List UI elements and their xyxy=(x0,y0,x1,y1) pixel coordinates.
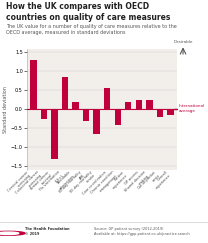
Text: Colorectal cancer
screening: Colorectal cancer screening xyxy=(15,170,43,198)
Bar xyxy=(62,77,68,109)
Text: The Health Foundation
© 2019: The Health Foundation © 2019 xyxy=(25,227,69,236)
Text: Avoidable
admissions: Avoidable admissions xyxy=(55,170,75,190)
Bar xyxy=(104,88,110,109)
Text: International
average: International average xyxy=(179,104,205,113)
Text: How the UK compares with OECD
countries on quality of care measures: How the UK compares with OECD countries … xyxy=(6,2,171,22)
Circle shape xyxy=(0,232,19,234)
Text: Flu vaccination
(65+): Flu vaccination (65+) xyxy=(39,170,64,195)
Text: GP access: GP access xyxy=(124,170,139,186)
Text: Breast cancer
survival: Breast cancer survival xyxy=(30,170,54,193)
Bar xyxy=(30,60,37,109)
Text: Source: GP patient survey (2012-2019)
Available at: https://gpp.patient.co.uk/pr: Source: GP patient survey (2012-2019) Av… xyxy=(94,227,189,236)
Text: 30-day mortality
stroke: 30-day mortality stroke xyxy=(69,170,97,197)
Bar xyxy=(136,100,142,109)
Text: Overall
experience: Overall experience xyxy=(151,170,171,190)
Bar xyxy=(41,109,47,119)
Y-axis label: Standard deviation: Standard deviation xyxy=(3,86,8,133)
Bar xyxy=(93,109,100,134)
Bar xyxy=(72,102,79,109)
Bar xyxy=(146,100,152,109)
Text: The UK value for a number of quality of care measures relative to the
OECD avera: The UK value for a number of quality of … xyxy=(6,24,177,35)
Text: Out-of-pocket
costs: Out-of-pocket costs xyxy=(137,170,161,193)
Bar xyxy=(157,109,163,117)
Bar xyxy=(167,109,174,115)
Text: Patient
experience: Patient experience xyxy=(109,170,129,190)
Text: Chronic condition
management: Chronic condition management xyxy=(90,170,118,199)
Bar xyxy=(83,109,89,121)
Bar xyxy=(115,109,121,124)
Text: Cervical cancer
screening: Cervical cancer screening xyxy=(7,170,32,196)
Text: Shared decision
making: Shared decision making xyxy=(124,170,150,196)
Text: Care coordination: Care coordination xyxy=(82,170,107,195)
Bar xyxy=(51,109,58,159)
Text: 30-day mortality
AMI: 30-day mortality AMI xyxy=(59,170,86,197)
Circle shape xyxy=(0,231,25,235)
Text: Desirable: Desirable xyxy=(173,40,193,44)
Bar xyxy=(125,102,131,109)
